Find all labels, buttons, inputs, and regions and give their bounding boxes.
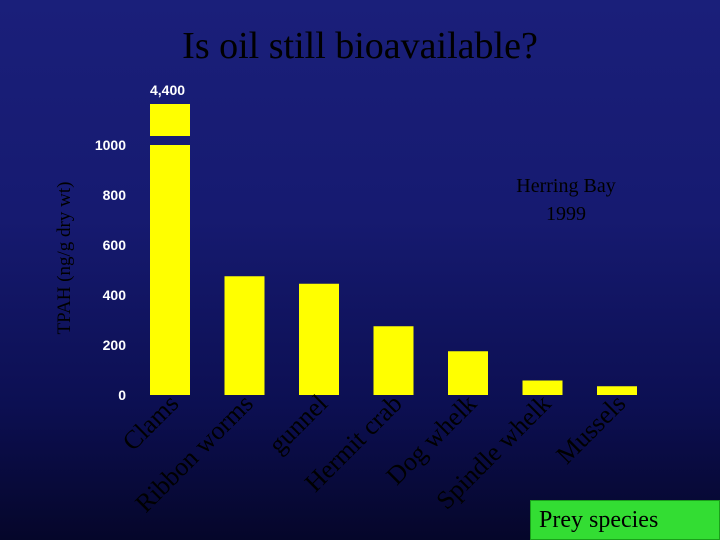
y-tick-label: 200 — [103, 337, 127, 353]
y-tick-label: 0 — [118, 387, 126, 403]
bars — [150, 104, 637, 395]
bar — [299, 283, 339, 395]
bar — [448, 351, 488, 395]
bar-broken-upper — [150, 104, 190, 136]
bar — [224, 276, 265, 395]
y-tick-label: 1000 — [95, 137, 126, 153]
x-axis-label-box: Prey species — [530, 500, 720, 540]
y-axis-label: TPAH (ng/g dry wt) — [54, 182, 75, 335]
x-axis-label: Prey species — [539, 507, 659, 533]
x-tick-label: Mussels — [550, 389, 631, 470]
y-tick-label: 800 — [103, 187, 127, 203]
y-tick-labels: 0 200 400 600 800 1000 4,400 — [95, 82, 185, 403]
y-tick-label: 600 — [103, 237, 127, 253]
bar — [373, 326, 414, 395]
annotation-line-2: 1999 — [546, 203, 586, 225]
x-tick-label: gunnel — [263, 389, 334, 460]
annotation-line-1: Herring Bay — [516, 175, 615, 197]
bar — [597, 386, 637, 395]
y-break-tick-label: 4,400 — [150, 82, 185, 98]
y-tick-label: 400 — [103, 287, 127, 303]
bar — [522, 380, 563, 395]
x-tick-label: Clams — [117, 389, 184, 456]
slide-title: Is oil still bioavailable? — [182, 25, 538, 67]
bar-broken-lower — [150, 145, 190, 395]
